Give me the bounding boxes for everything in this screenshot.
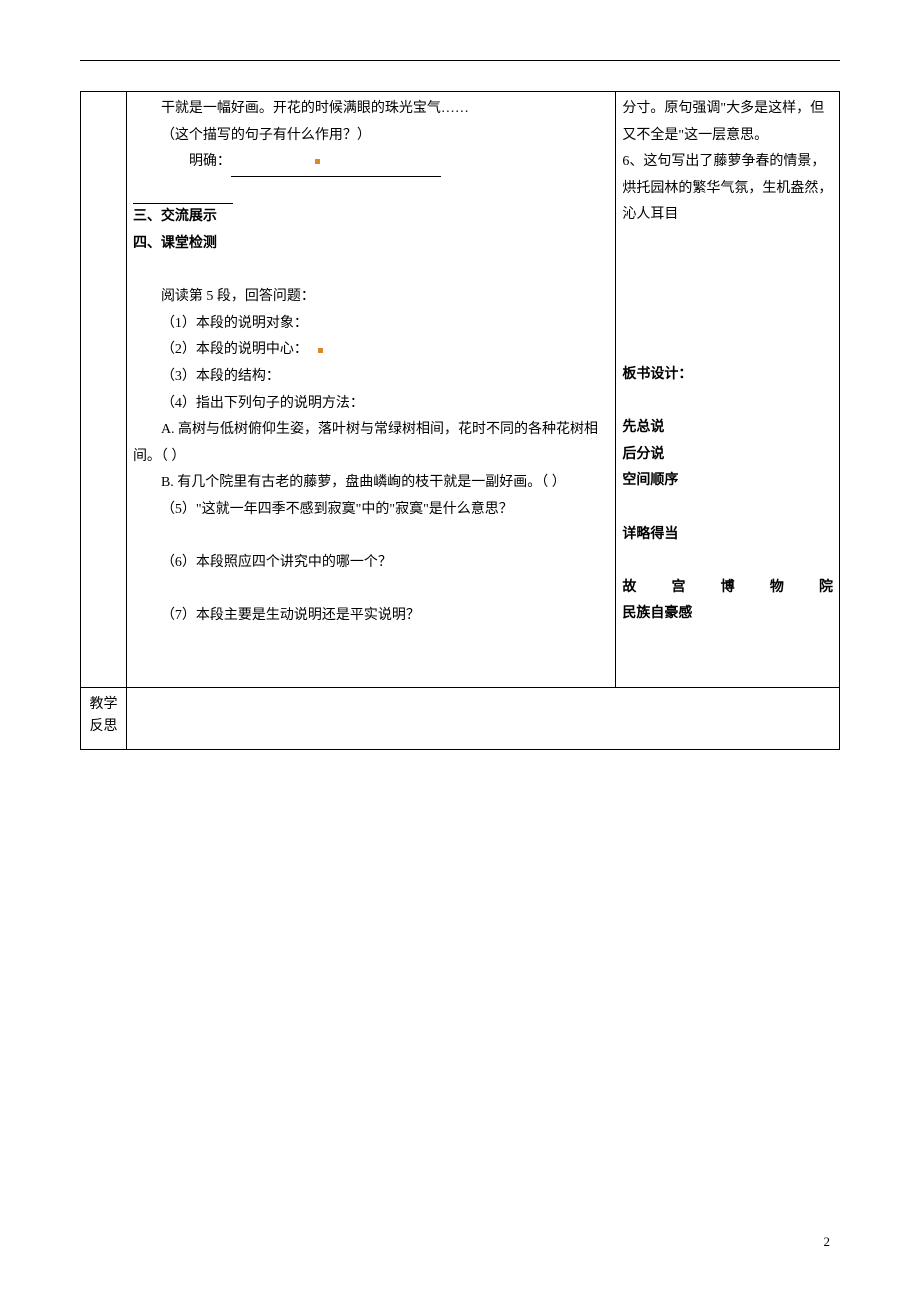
section-4-heading: 四、课堂检测 — [133, 231, 609, 258]
board-4: 详略得当 — [622, 522, 833, 549]
r-spacer-2 — [622, 256, 833, 283]
reflect-blank-1 — [133, 692, 833, 719]
empty-label-cell — [81, 92, 127, 688]
r-spacer-4 — [622, 309, 833, 336]
r-spacer-1 — [622, 229, 833, 256]
r-spacer-4b — [622, 335, 833, 362]
question-2-text: （2）本段的说明中心： — [161, 342, 308, 357]
r-spacer-6 — [622, 495, 833, 522]
para-1: 干就是一幅好画。开花的时候满眼的珠光宝气…… — [133, 96, 609, 123]
para-3-prefix: 明确： — [189, 154, 231, 169]
r-spacer-3 — [622, 282, 833, 309]
board-design-label: 板书设计： — [622, 362, 833, 389]
board-5: 故宫博物院 — [622, 575, 833, 602]
right-notes-cell: 分寸。原句强调"大多是这样，但又不全是"这一层意思。 6、这句写出了藤萝争春的情… — [616, 92, 840, 688]
question-6: （6）本段照应四个讲究中的哪一个？ — [133, 550, 609, 577]
reflection-label: 教学反思 — [83, 694, 124, 739]
reflect-blank-2 — [133, 719, 833, 746]
para-2: （这个描写的句子有什么作用？） — [133, 123, 609, 150]
blank-line-1 — [231, 149, 441, 177]
blank-underline-row — [133, 177, 609, 205]
spacer-1 — [133, 258, 609, 285]
question-4: （4）指出下列句子的说明方法： — [133, 391, 609, 418]
para-3: 明确： — [133, 149, 609, 177]
r-spacer-7 — [622, 548, 833, 575]
right-note-2: 6、这句写出了藤萝争春的情景，烘托园林的繁华气氛，生机盎然，沁人耳目 — [622, 149, 833, 229]
spacer-5 — [133, 656, 609, 683]
spacer-2 — [133, 524, 609, 551]
dot-mark-icon — [318, 348, 323, 353]
page-number: 2 — [80, 1230, 840, 1255]
reflection-label-cell: 教学反思 — [81, 688, 127, 750]
r-spacer-8 — [622, 628, 833, 655]
top-rule — [80, 60, 840, 61]
spacer-3 — [133, 577, 609, 604]
question-3: （3）本段的结构： — [133, 364, 609, 391]
question-2: （2）本段的说明中心： — [133, 337, 609, 364]
question-a: A. 高树与低树俯仰生姿，落叶树与常绿树相间，花时不同的各种花树相间。（ ） — [133, 417, 609, 470]
question-1: （1）本段的说明对象： — [133, 311, 609, 338]
dot-mark-icon — [315, 159, 320, 164]
board-2: 后分说 — [622, 442, 833, 469]
r-spacer-5 — [622, 389, 833, 416]
reflection-content-cell — [126, 688, 839, 750]
board-3: 空间顺序 — [622, 468, 833, 495]
right-note-1: 分寸。原句强调"大多是这样，但又不全是"这一层意思。 — [622, 96, 833, 149]
lesson-table: 干就是一幅好画。开花的时候满眼的珠光宝气…… （这个描写的句子有什么作用？） 明… — [80, 91, 840, 750]
board-1: 先总说 — [622, 415, 833, 442]
board-6: 民族自豪感 — [622, 601, 833, 628]
main-content-cell: 干就是一幅好画。开花的时候满眼的珠光宝气…… （这个描写的句子有什么作用？） 明… — [126, 92, 615, 688]
section-3-heading: 三、交流展示 — [133, 204, 609, 231]
question-5: （5）"这就一年四季不感到寂寞"中的"寂寞"是什么意思？ — [133, 497, 609, 524]
spacer-4 — [133, 630, 609, 657]
question-b: B. 有几个院里有古老的藤萝，盘曲嶙峋的枝干就是一副好画。（ ） — [133, 470, 609, 497]
question-7: （7）本段主要是生动说明还是平实说明？ — [133, 603, 609, 630]
question-intro: 阅读第 5 段，回答问题： — [133, 284, 609, 311]
